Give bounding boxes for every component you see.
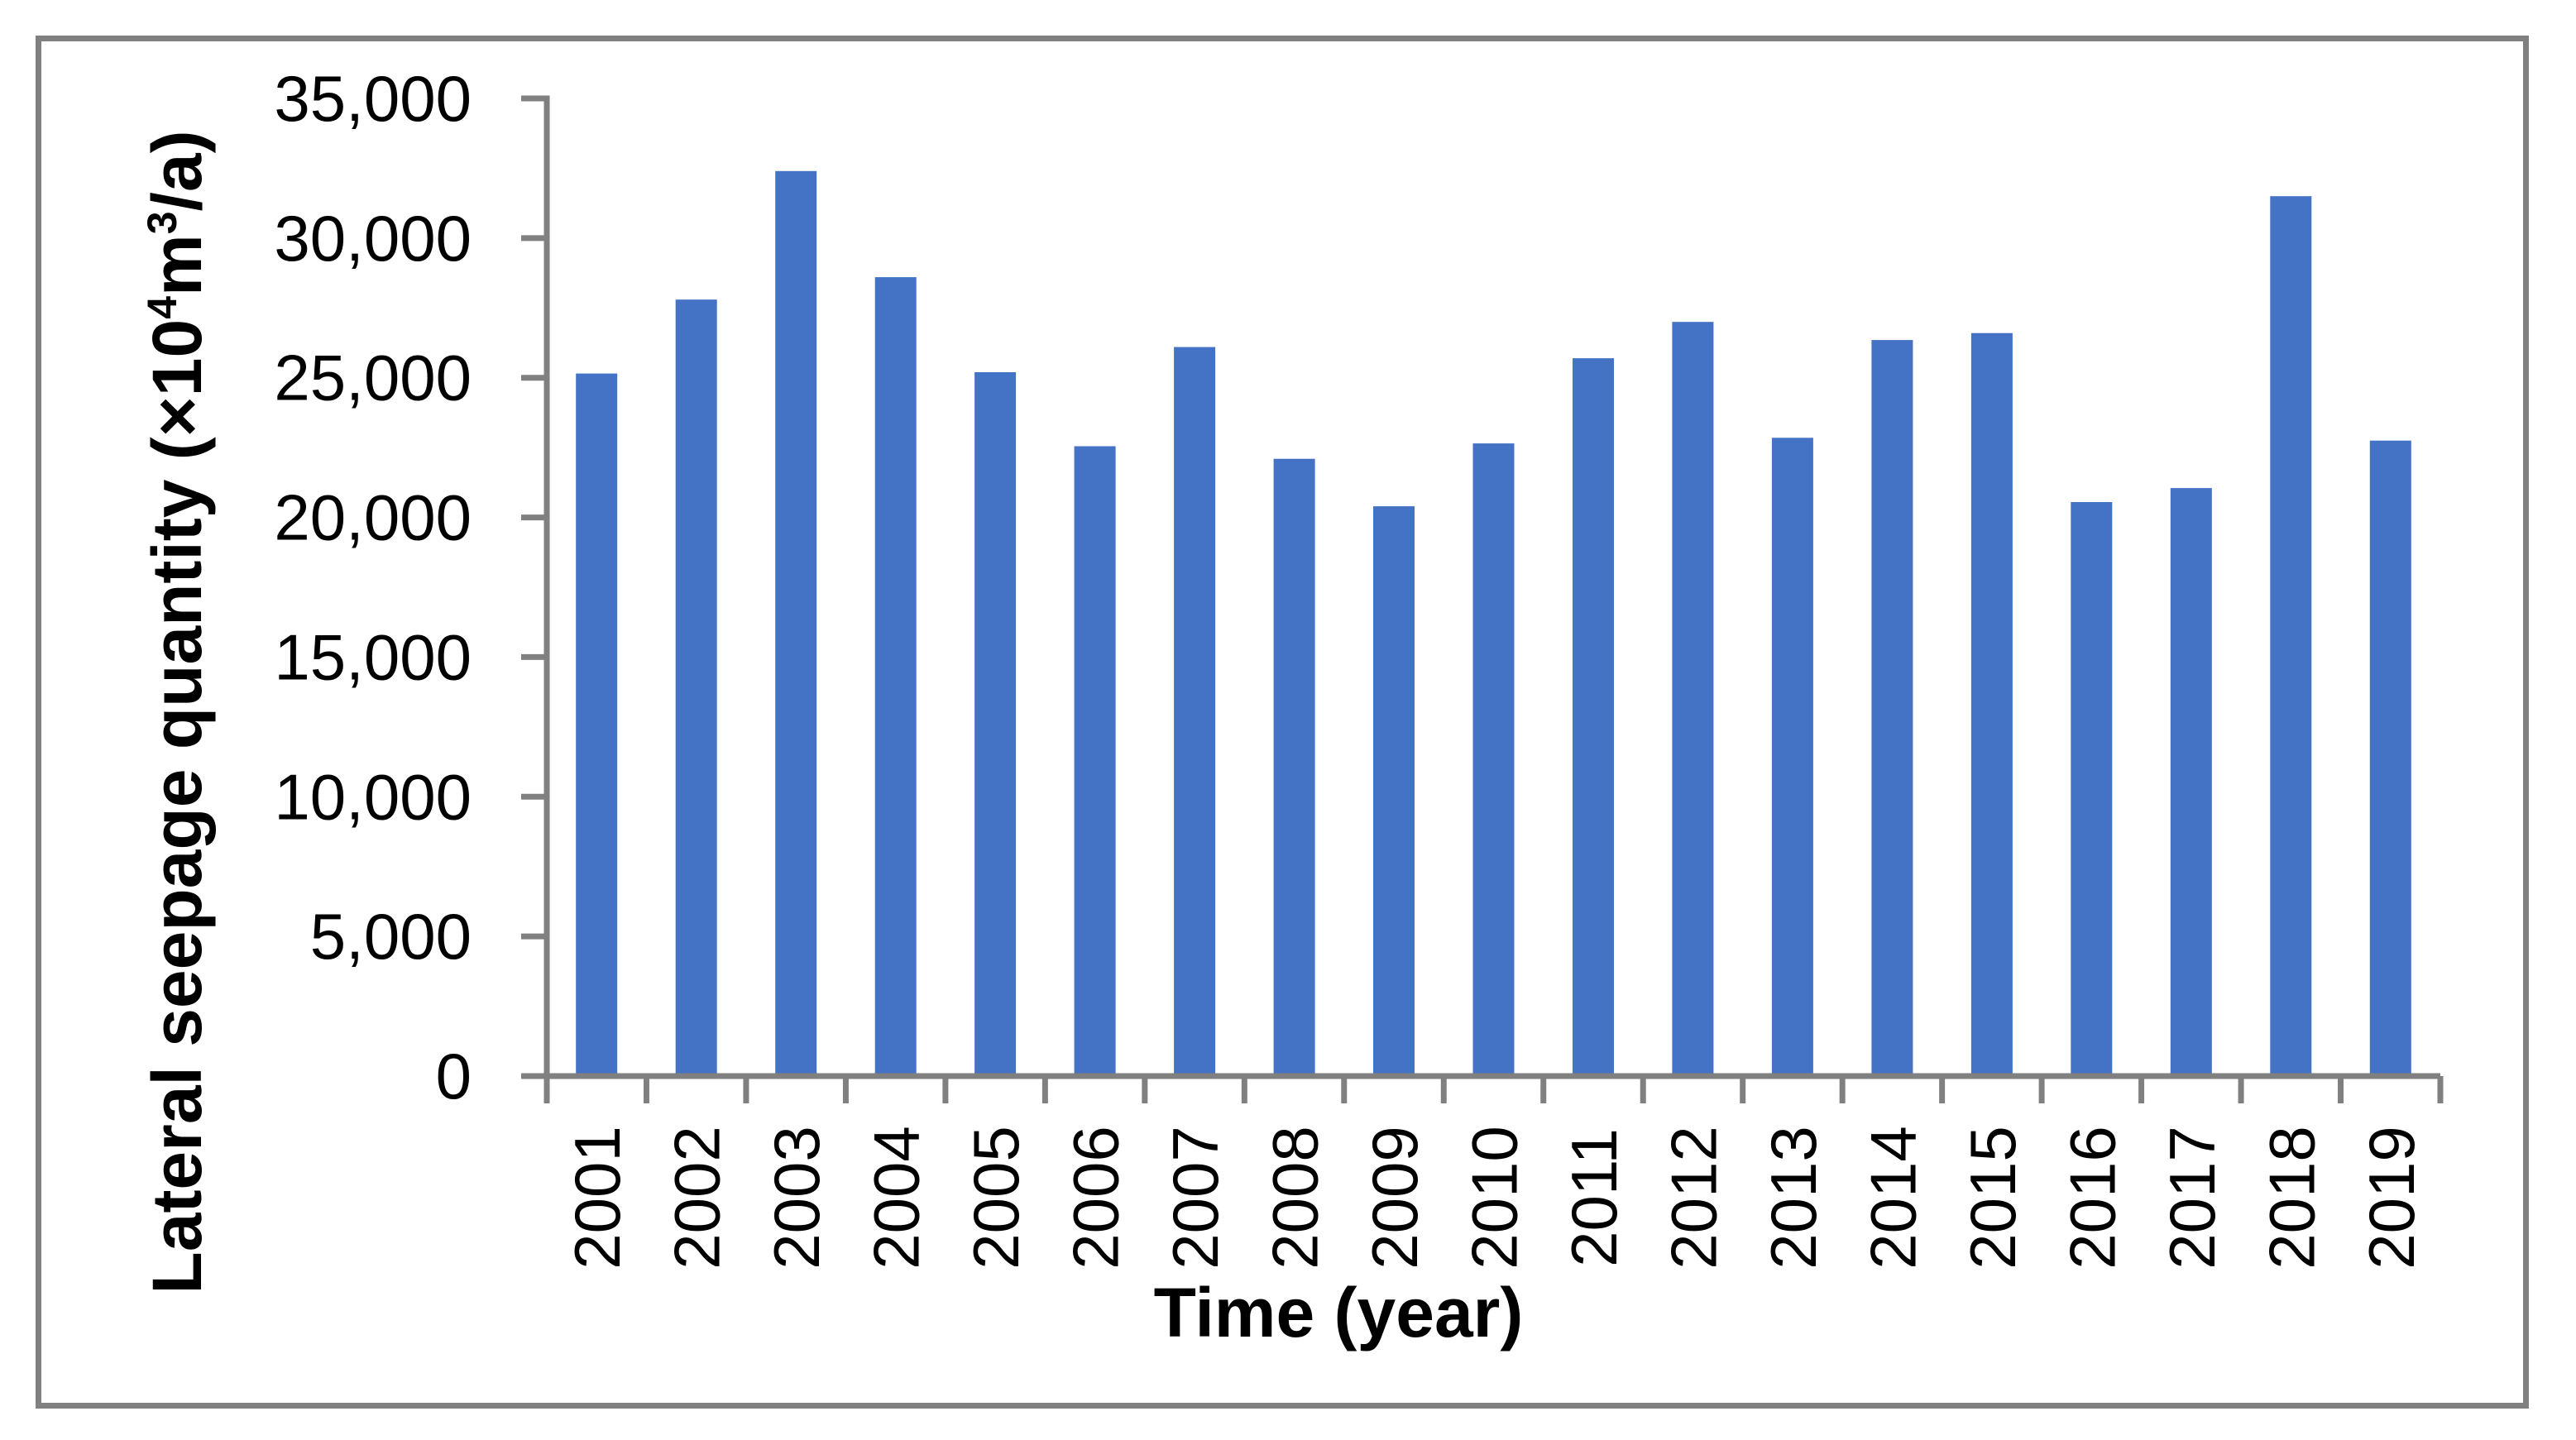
bar-2009 [1373, 506, 1415, 1074]
x-tick-label-2017: 2017 [2156, 1126, 2229, 1270]
y-tick-label-10,000: 10,000 [274, 760, 472, 833]
x-tick-label-2001: 2001 [561, 1126, 634, 1270]
y-tick-label-15,000: 15,000 [274, 620, 472, 693]
x-tick-label-2012: 2012 [1657, 1126, 1730, 1270]
y-axis: 0 5,000 10,000 15,000 20,000 25,000 30,000 35,0… [274, 62, 550, 1112]
bar-2012 [1672, 322, 1714, 1074]
bar-2014 [1871, 340, 1913, 1074]
y-axis-title: Lateral seepage quantity (×104m3/a) [138, 130, 216, 1294]
bar-2003 [775, 170, 817, 1074]
x-tick-label-2010: 2010 [1458, 1126, 1531, 1270]
bar-2008 [1273, 458, 1315, 1074]
y-tick-label-20,000: 20,000 [274, 481, 472, 554]
x-tick-label-2005: 2005 [960, 1126, 1032, 1270]
x-tick-label-2013: 2013 [1757, 1126, 1830, 1270]
bar-2006 [1074, 446, 1116, 1074]
x-tick-label-2019: 2019 [2355, 1126, 2428, 1270]
bars-group [576, 170, 2411, 1074]
y-tick-label-25,000: 25,000 [274, 342, 472, 414]
x-tick-label-2015: 2015 [1956, 1126, 2029, 1270]
x-tick-label-2014: 2014 [1856, 1126, 1929, 1270]
x-axis: 2001 2002 2003 2004 2005 2006 2007 2008 2009 2010… [543, 1073, 2444, 1270]
bar-2010 [1472, 443, 1515, 1074]
bar-2013 [1771, 438, 1813, 1074]
x-tick-label-2006: 2006 [1060, 1126, 1132, 1270]
x-tick-label-2002: 2002 [661, 1126, 734, 1270]
bar-2019 [2369, 440, 2411, 1074]
x-tick-label-2011: 2011 [1558, 1128, 1630, 1267]
x-tick-label-2009: 2009 [1358, 1126, 1431, 1270]
bar-2011 [1573, 358, 1614, 1074]
bar-2002 [675, 299, 717, 1074]
x-tick-label-2016: 2016 [2056, 1126, 2128, 1270]
bar-2017 [2170, 488, 2212, 1074]
y-tick-label-30,000: 30,000 [274, 202, 472, 275]
x-tick-label-2004: 2004 [860, 1126, 933, 1270]
bar-2016 [2071, 502, 2113, 1074]
y-tick-label-0: 0 [436, 1040, 472, 1112]
x-tick-label-2008: 2008 [1259, 1126, 1332, 1270]
bar-2004 [874, 277, 917, 1074]
bar-2015 [1970, 332, 2013, 1074]
bar-2005 [974, 372, 1017, 1074]
bar-2007 [1174, 347, 1216, 1074]
bar-2001 [576, 373, 618, 1074]
bar-2018 [2270, 196, 2312, 1074]
y-tick-label-35,000: 35,000 [274, 62, 472, 135]
x-axis-title: Time (year) [1154, 1274, 1524, 1351]
x-tick-label-2018: 2018 [2255, 1126, 2328, 1270]
x-tick-label-2007: 2007 [1159, 1126, 1232, 1270]
figure-border-frame [36, 36, 2529, 1409]
y-tick-label-5,000: 5,000 [310, 900, 472, 973]
x-tick-label-2003: 2003 [760, 1126, 833, 1270]
